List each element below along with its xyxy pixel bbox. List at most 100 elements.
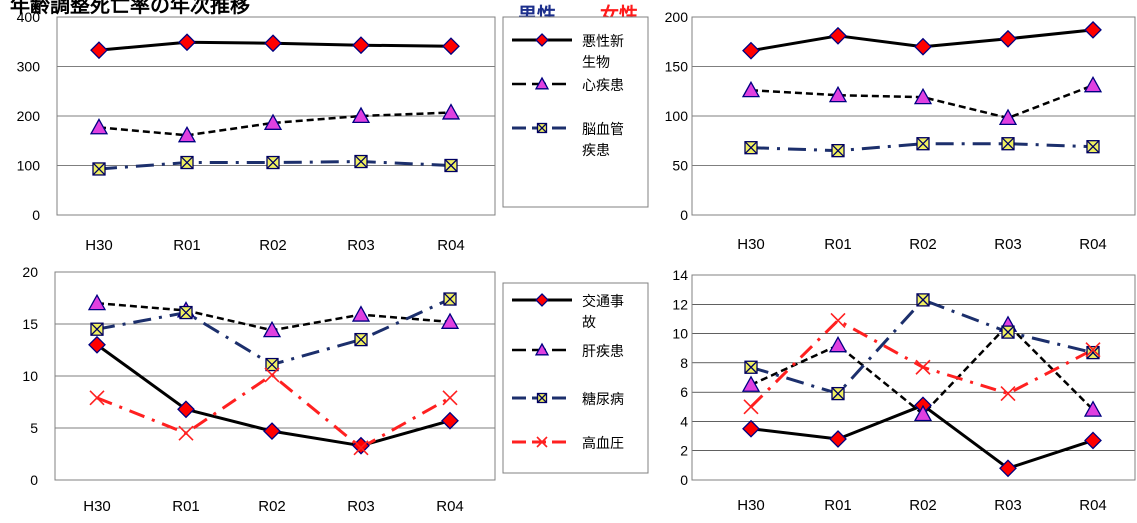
data-point bbox=[829, 26, 847, 45]
chart-panel-male-minor: 0 5 10 15 20 H30 R01 R02 R03 R04 bbox=[22, 264, 496, 515]
x-tick-label: R04 bbox=[436, 498, 464, 515]
data-point bbox=[916, 293, 930, 307]
data-point-stroke-b bbox=[743, 399, 759, 415]
data-point bbox=[1001, 137, 1015, 151]
data-point bbox=[1084, 431, 1102, 450]
data-point-cross-b bbox=[744, 360, 758, 374]
series-line bbox=[750, 84, 1094, 120]
plot-frame bbox=[691, 274, 1136, 481]
legend-frame bbox=[502, 282, 649, 474]
chart-panel-male-major: 0 100 200 300 400 H30 R01 R02 R03 R04 bbox=[17, 9, 496, 254]
x-tick-label: R03 bbox=[994, 497, 1022, 514]
data-point bbox=[1085, 342, 1101, 358]
plot-frame bbox=[56, 16, 496, 216]
legend-marker-cross-b bbox=[537, 393, 547, 403]
legend-label: 生物 bbox=[582, 55, 610, 71]
data-point-stroke-b bbox=[1000, 386, 1016, 402]
data-point bbox=[352, 436, 370, 455]
data-point bbox=[89, 118, 109, 135]
legend-marker bbox=[536, 122, 548, 134]
data-point-cross-b bbox=[1086, 140, 1100, 154]
legend-marker bbox=[536, 436, 548, 448]
legend-frame bbox=[502, 16, 649, 208]
data-point bbox=[444, 158, 458, 173]
data-point bbox=[744, 360, 758, 374]
x-tick-label: R01 bbox=[824, 497, 852, 514]
data-point bbox=[443, 292, 457, 306]
data-point bbox=[916, 137, 930, 151]
data-point-cross-b bbox=[90, 322, 104, 336]
legend-marker-cross-b bbox=[537, 123, 547, 133]
x-tick-label: R03 bbox=[994, 236, 1022, 253]
data-point-cross-b bbox=[265, 358, 279, 372]
plot-frame bbox=[54, 271, 496, 481]
x-tick-label: R02 bbox=[259, 237, 287, 254]
data-point bbox=[265, 357, 279, 372]
chart-panel-female-major: 0 50 100 150 200 H30 R01 R02 R03 R04 bbox=[665, 9, 1136, 253]
data-point-stroke-b bbox=[353, 440, 369, 456]
x-tick-label: R02 bbox=[909, 497, 937, 514]
x-tick-label: R04 bbox=[437, 237, 465, 254]
y-tick-label: 300 bbox=[17, 59, 41, 75]
y-tick-label: 6 bbox=[680, 384, 688, 400]
data-point bbox=[353, 440, 369, 456]
data-point bbox=[1083, 75, 1103, 93]
data-point bbox=[742, 41, 760, 60]
x-tick-label: R02 bbox=[258, 498, 286, 515]
legend-label: 交通事 bbox=[582, 293, 624, 310]
page-title: 年齢調整死亡率の年次推移 bbox=[10, 0, 250, 17]
data-point bbox=[998, 108, 1018, 126]
data-point bbox=[351, 106, 371, 124]
data-point bbox=[179, 305, 193, 320]
data-point bbox=[744, 141, 758, 155]
data-point bbox=[1086, 345, 1100, 360]
legend-label: 糖尿病 bbox=[582, 392, 624, 408]
data-point bbox=[264, 367, 280, 383]
x-tick-label: R01 bbox=[172, 498, 200, 515]
chart-panel-female-minor: 0 2 4 6 8 10 12 14 H30 R01 R02 R03 R04 bbox=[672, 267, 1136, 514]
data-point-stroke-b bbox=[830, 312, 846, 328]
y-tick-label: 10 bbox=[22, 368, 38, 384]
x-tick-label: R02 bbox=[909, 236, 937, 253]
legend-marker-stroke-b bbox=[536, 436, 548, 448]
y-tick-label: 12 bbox=[672, 296, 688, 312]
data-point bbox=[1086, 140, 1100, 154]
data-point bbox=[352, 36, 370, 55]
data-point bbox=[180, 155, 194, 170]
data-point-cross-b bbox=[1001, 325, 1015, 339]
data-point bbox=[89, 390, 105, 406]
data-point bbox=[90, 322, 104, 336]
y-tick-label: 200 bbox=[17, 108, 41, 124]
data-point bbox=[177, 125, 197, 143]
data-point bbox=[351, 305, 371, 322]
y-tick-label: 50 bbox=[672, 158, 688, 174]
y-tick-label: 0 bbox=[680, 207, 688, 223]
data-point-cross-b bbox=[354, 333, 368, 347]
data-point-stroke-b bbox=[178, 425, 194, 441]
legend-label: 故 bbox=[582, 315, 596, 331]
y-tick-label: 8 bbox=[680, 355, 688, 371]
data-point bbox=[87, 293, 107, 311]
data-point-cross-b bbox=[444, 159, 458, 172]
x-tick-label: H30 bbox=[83, 498, 111, 515]
y-tick-label: 10 bbox=[672, 326, 688, 342]
x-tick-label: R01 bbox=[824, 236, 852, 253]
data-point-cross-b bbox=[179, 306, 193, 320]
data-point bbox=[999, 459, 1017, 478]
y-tick-label: 14 bbox=[672, 267, 688, 283]
data-point bbox=[263, 113, 283, 130]
legend-marker bbox=[534, 76, 550, 90]
data-point bbox=[831, 386, 845, 401]
x-tick-label: H30 bbox=[737, 497, 765, 514]
data-point-cross-b bbox=[92, 162, 106, 176]
x-tick-label: R03 bbox=[347, 498, 375, 515]
legend-label: 心疾患 bbox=[582, 78, 624, 94]
legend-label: 脳血管 bbox=[582, 122, 624, 138]
y-tick-label: 0 bbox=[32, 207, 40, 223]
data-point bbox=[90, 41, 108, 60]
data-point-cross-b bbox=[744, 141, 758, 155]
legend-marker bbox=[536, 392, 548, 404]
data-point-cross-b bbox=[180, 156, 194, 169]
